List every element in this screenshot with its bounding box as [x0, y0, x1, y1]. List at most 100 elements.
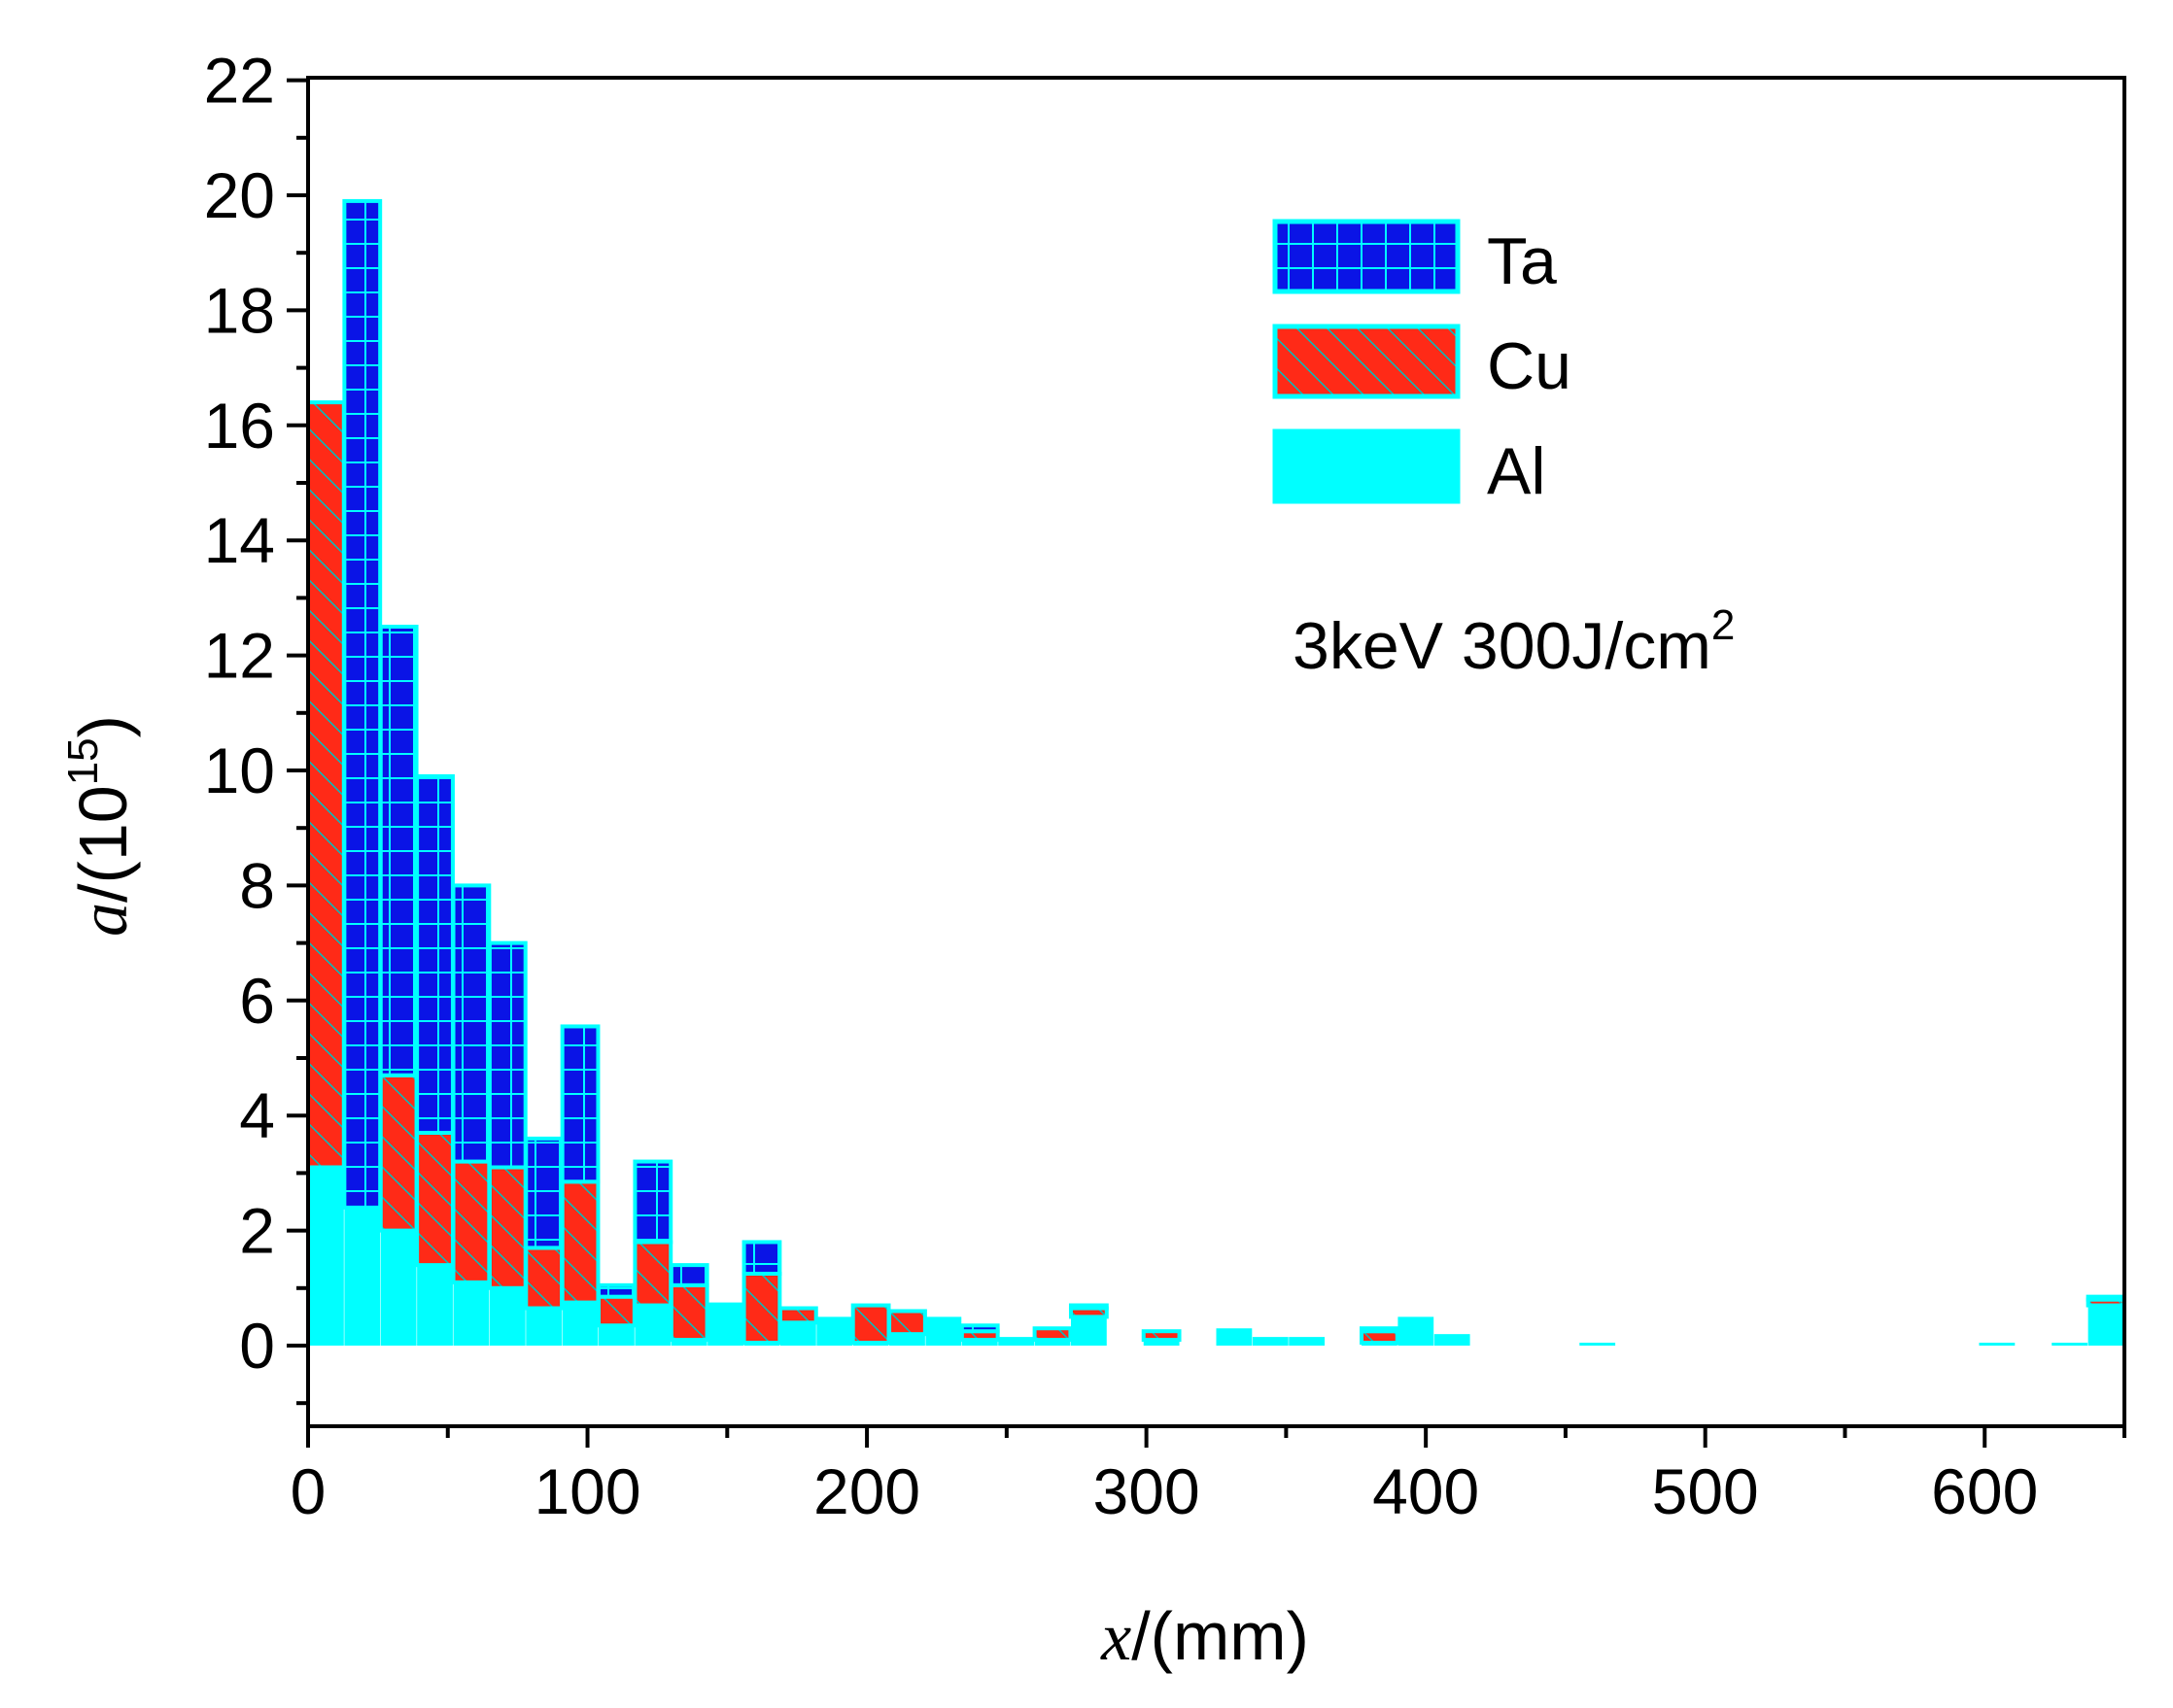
- bar-al-0: [308, 1167, 344, 1346]
- y-tick-label-18: 18: [204, 274, 275, 346]
- bar-ta-156: [742, 1240, 782, 1276]
- y-tick-label-14: 14: [204, 504, 275, 576]
- bar-al-598: [1979, 1343, 2016, 1346]
- bar-cu-91: [560, 1179, 601, 1305]
- x-tick-label-600: 600: [1931, 1455, 2038, 1527]
- bar-al-26: [380, 1230, 417, 1346]
- bar-ta-104: [597, 1282, 637, 1299]
- bar-cu-130: [669, 1282, 709, 1343]
- bars-group: [306, 198, 2126, 1346]
- annotation-text: 3keV 300J/cm: [1293, 609, 1711, 683]
- y-tick-label-22: 22: [204, 45, 275, 117]
- bar-cu-0: [306, 400, 346, 1170]
- legend: Ta Cu Al: [1272, 219, 1571, 508]
- bar-al-143: [707, 1302, 743, 1346]
- bar-cu-26: [378, 1073, 419, 1233]
- y-tick-label-4: 4: [239, 1079, 275, 1151]
- bar-ta-377: [1360, 1326, 1399, 1334]
- bar-al-208: [889, 1334, 925, 1346]
- y-tick-label-0: 0: [239, 1310, 275, 1382]
- legend-label-ta: Ta: [1487, 224, 1557, 298]
- bar-cu-260: [1032, 1326, 1073, 1343]
- y-axis-label-unit: /(10: [65, 785, 141, 903]
- legend-label-cu: Cu: [1487, 329, 1571, 403]
- bar-cu-39: [415, 1130, 455, 1268]
- bar-ta-637: [2086, 1294, 2126, 1302]
- legend-label-al: Al: [1487, 434, 1545, 508]
- axes-group: 0 2 4 6 8 10 12 14 16 18 20 22 0 100 200 300 400 500 600: [204, 45, 2126, 1527]
- bar-cu-299: [1141, 1329, 1182, 1343]
- bar-al-624: [2052, 1343, 2088, 1346]
- x-tick-label-300: 300: [1093, 1455, 1200, 1527]
- bar-ta-130: [669, 1263, 709, 1287]
- x-axis-label-unit: /(mm): [1131, 1598, 1309, 1674]
- x-tick-label-400: 400: [1372, 1455, 1479, 1527]
- legend-swatch-ta: [1272, 219, 1461, 294]
- y-axis-label-exponent: 15: [59, 737, 107, 785]
- bar-ta-273: [1068, 1303, 1109, 1311]
- bar-cu-169: [777, 1306, 818, 1325]
- plot-frame: [306, 76, 2126, 1428]
- bar-al-91: [562, 1302, 599, 1346]
- bar-al-247: [998, 1337, 1035, 1346]
- annotation: 3keV 300J/cm2: [1293, 601, 1735, 683]
- bar-al-325: [1216, 1328, 1253, 1346]
- bar-al-403: [1433, 1334, 1470, 1346]
- bar-ta-52: [451, 883, 492, 1164]
- bar-al-338: [1252, 1337, 1289, 1346]
- bar-al-130: [671, 1340, 707, 1346]
- bar-al-39: [417, 1265, 453, 1346]
- bar-al-351: [1289, 1337, 1326, 1346]
- bar-al-221: [925, 1316, 962, 1346]
- bar-ta-234: [959, 1323, 1000, 1334]
- bar-cu-104: [597, 1294, 637, 1328]
- bar-al-117: [635, 1305, 672, 1346]
- bar-ta-65: [487, 940, 528, 1170]
- bar-al-65: [489, 1287, 526, 1346]
- bar-cu-117: [633, 1240, 673, 1308]
- bar-al-169: [779, 1322, 816, 1346]
- legend-swatch-al: [1272, 428, 1461, 504]
- bar-ta-78: [524, 1136, 565, 1250]
- bar-al-182: [816, 1316, 853, 1346]
- bar-al-78: [526, 1308, 563, 1346]
- bar-cu-195: [850, 1303, 891, 1346]
- bar-al-390: [1397, 1316, 1434, 1346]
- bar-ta-91: [560, 1024, 601, 1184]
- bar-ta-26: [378, 625, 419, 1077]
- x-tick-label-0: 0: [291, 1455, 327, 1527]
- bar-al-13: [344, 1207, 381, 1346]
- bar-al-234: [961, 1340, 998, 1346]
- y-tick-label-8: 8: [239, 849, 275, 921]
- bar-al-260: [1034, 1340, 1071, 1346]
- x-tick-label-200: 200: [813, 1455, 920, 1527]
- x-tick-label-100: 100: [534, 1455, 640, 1527]
- y-tick-label-10: 10: [204, 734, 275, 806]
- bar-al-52: [453, 1281, 490, 1346]
- legend-swatch-cu: [1272, 324, 1461, 399]
- bar-al-299: [1143, 1340, 1180, 1346]
- annotation-superscript: 2: [1711, 601, 1735, 649]
- bar-ta-117: [633, 1159, 673, 1245]
- bar-ta-13: [342, 198, 383, 1210]
- y-tick-label-16: 16: [204, 390, 275, 461]
- y-axis-label-close: ): [65, 715, 141, 737]
- y-axis-label-var: a: [67, 903, 142, 937]
- bar-al-104: [599, 1325, 635, 1346]
- y-axis-label: a/(1015): [59, 715, 142, 937]
- y-tick-label-12: 12: [204, 620, 275, 692]
- x-axis-label: x/(mm): [1100, 1598, 1309, 1675]
- y-tick-label-2: 2: [239, 1195, 275, 1267]
- x-tick-label-500: 500: [1652, 1455, 1759, 1527]
- bar-cu-65: [487, 1165, 528, 1290]
- bar-cu-156: [742, 1272, 782, 1346]
- x-axis-label-var: x: [1100, 1600, 1131, 1675]
- bar-cu-78: [524, 1246, 565, 1311]
- bar-cu-52: [451, 1159, 492, 1284]
- y-tick-label-20: 20: [204, 159, 275, 231]
- bar-al-637: [2087, 1305, 2124, 1346]
- bar-al-455: [1579, 1343, 1616, 1346]
- bar-cu-208: [887, 1309, 927, 1337]
- bar-ta-39: [415, 773, 455, 1135]
